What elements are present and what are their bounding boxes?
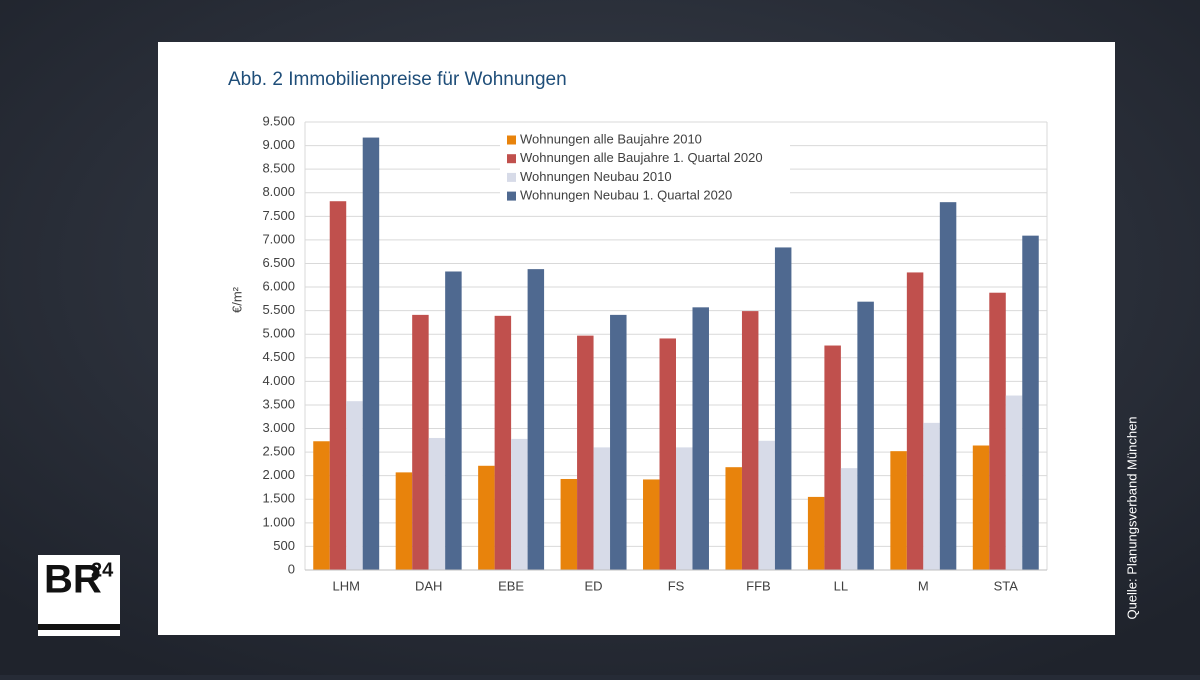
bar [412,314,429,570]
y-tick-label: 8.500 [262,161,295,176]
y-tick-label: 7.000 [262,231,295,246]
bar [890,451,907,570]
legend-label: Wohnungen Neubau 1. Quartal 2020 [520,188,732,203]
legend-swatch [507,154,516,164]
bar [741,311,759,570]
bar [824,345,841,570]
bar [1005,395,1023,570]
bar [906,272,924,570]
bar [313,441,330,570]
bar [395,472,413,570]
x-tick-label: M [918,578,929,593]
bar [923,422,940,570]
y-tick-label: 6.000 [262,278,295,293]
bar [807,496,825,570]
source: Quelle: Planungsverband München [1124,416,1139,619]
chart-title: Abb. 2 Immobilienpreise für Wohnungen [228,69,567,90]
bar [511,438,528,570]
bar [676,447,693,570]
x-tick-label: DAH [415,578,442,593]
bar [428,437,446,570]
x-tick-label: LL [834,578,848,593]
y-tick-label: 3.500 [262,396,295,411]
bar [758,440,775,570]
legend-swatch [507,135,516,145]
bar [972,445,990,570]
bar [1022,235,1039,571]
bar [346,401,363,570]
legend-label: Wohnungen alle Baujahre 1. Quartal 2020 [520,150,763,165]
bar [593,447,611,570]
y-tick-label: 1.500 [262,491,295,506]
bar [527,269,545,570]
bar [989,292,1006,570]
y-tick-label: 0 [288,561,295,576]
bar [329,201,347,570]
x-tick-label: STA [994,578,1019,593]
bar [577,335,594,570]
y-tick-label: 5.500 [262,302,295,317]
legend-swatch [507,172,516,182]
y-tick-label: 3.000 [262,420,295,435]
bar [643,479,660,570]
logo-box [38,555,120,636]
y-tick-label: 1.000 [262,514,295,529]
bar [362,137,380,570]
bar [725,467,742,570]
y-tick-label: 4.000 [262,373,295,388]
y-tick-label: 2.000 [262,467,295,482]
x-tick-label: FS [668,578,685,593]
logo-superscript: 24 [91,559,114,581]
y-tick-label: 9.000 [262,137,295,152]
bar [478,465,495,570]
bar [857,301,874,570]
bar [774,247,792,570]
logo-text: BR [44,558,102,602]
bar [692,307,709,570]
logo-bar [38,624,120,630]
legend-label: Wohnungen alle Baujahre 2010 [520,131,702,146]
bar [659,338,676,570]
y-tick-label: 9.500 [262,113,295,128]
x-tick-label: EBE [498,578,524,593]
bar [445,271,462,570]
x-tick-label: FFB [746,578,771,593]
y-tick-label: 5.000 [262,326,295,341]
y-tick-label: 7.500 [262,208,295,223]
y-tick-label: 6.500 [262,255,295,270]
y-tick-label: 2.500 [262,444,295,459]
bar [939,202,957,570]
legend-swatch [507,191,516,201]
y-tick-label: 500 [273,538,295,553]
legend-box [500,130,790,206]
y-tick-label: 4.500 [262,349,295,364]
bar [610,314,627,570]
y-axis-label: €/m² [229,286,244,313]
bar [560,478,578,570]
legend-label: Wohnungen Neubau 2010 [520,169,672,184]
bar [840,468,858,570]
logo: BR 24 [38,555,120,636]
x-tick-label: ED [585,578,603,593]
bar [494,315,512,570]
y-tick-label: 8.000 [262,184,295,199]
x-tick-label: LHM [332,578,359,593]
